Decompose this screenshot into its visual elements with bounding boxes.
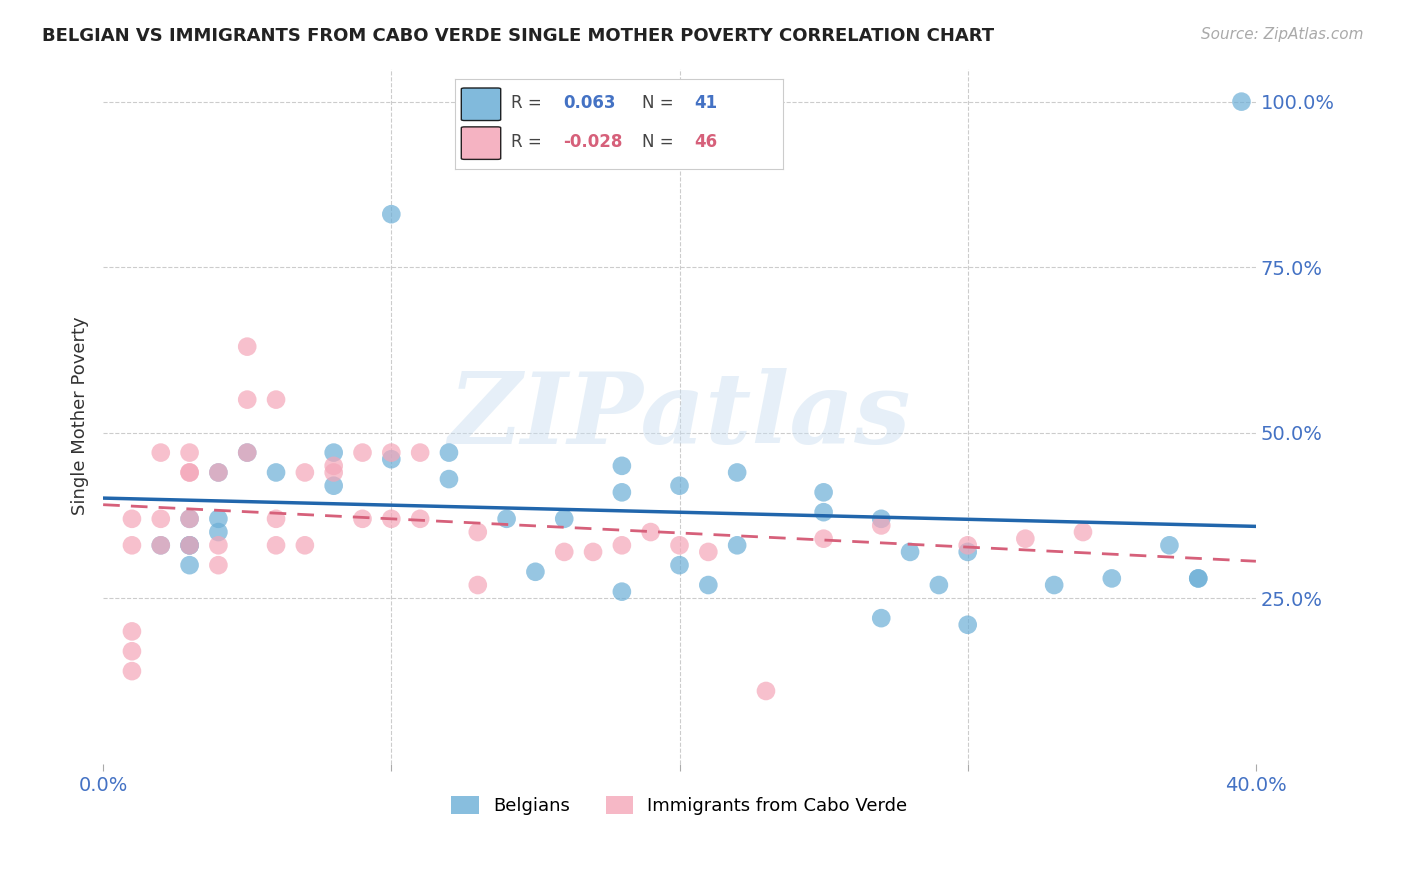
Point: [179, 466, 201, 480]
Point: [179, 512, 201, 526]
Point: [121, 538, 143, 552]
Point: [610, 584, 633, 599]
Point: [121, 512, 143, 526]
Point: [1230, 95, 1253, 109]
Point: [179, 512, 201, 526]
Legend: Belgians, Immigrants from Cabo Verde: Belgians, Immigrants from Cabo Verde: [443, 787, 917, 824]
Point: [668, 538, 690, 552]
Point: [813, 485, 835, 500]
Point: [264, 466, 287, 480]
Point: [380, 512, 402, 526]
Point: [236, 445, 259, 459]
Point: [409, 512, 432, 526]
Point: [813, 505, 835, 519]
Point: [179, 445, 201, 459]
Point: [264, 538, 287, 552]
Point: [755, 684, 778, 698]
Point: [610, 538, 633, 552]
Point: [207, 466, 229, 480]
Point: [870, 512, 893, 526]
Point: [495, 512, 517, 526]
Point: [898, 545, 921, 559]
Point: [352, 445, 374, 459]
Point: [179, 538, 201, 552]
Text: Source: ZipAtlas.com: Source: ZipAtlas.com: [1201, 27, 1364, 42]
Point: [553, 545, 575, 559]
Point: [697, 578, 720, 592]
Point: [179, 558, 201, 573]
Point: [322, 479, 344, 493]
Point: [725, 466, 748, 480]
Point: [553, 512, 575, 526]
Point: [380, 452, 402, 467]
Point: [467, 524, 489, 539]
Point: [1071, 524, 1094, 539]
Point: [121, 624, 143, 639]
Point: [437, 445, 460, 459]
Point: [870, 611, 893, 625]
Point: [207, 466, 229, 480]
Point: [121, 644, 143, 658]
Point: [1187, 571, 1209, 585]
Point: [668, 479, 690, 493]
Point: [264, 512, 287, 526]
Point: [294, 538, 316, 552]
Point: [179, 538, 201, 552]
Point: [380, 445, 402, 459]
Point: [179, 538, 201, 552]
Y-axis label: Single Mother Poverty: Single Mother Poverty: [72, 317, 89, 516]
Point: [928, 578, 950, 592]
Point: [294, 466, 316, 480]
Point: [149, 538, 172, 552]
Point: [956, 538, 979, 552]
Point: [149, 512, 172, 526]
Point: [610, 485, 633, 500]
Point: [179, 466, 201, 480]
Point: [956, 545, 979, 559]
Point: [1187, 571, 1209, 585]
Point: [437, 472, 460, 486]
Point: [352, 512, 374, 526]
Point: [668, 558, 690, 573]
Point: [697, 545, 720, 559]
Point: [1101, 571, 1123, 585]
Text: BELGIAN VS IMMIGRANTS FROM CABO VERDE SINGLE MOTHER POVERTY CORRELATION CHART: BELGIAN VS IMMIGRANTS FROM CABO VERDE SI…: [42, 27, 994, 45]
Point: [1043, 578, 1066, 592]
Text: ZIPatlas: ZIPatlas: [449, 368, 911, 465]
Point: [121, 664, 143, 678]
Point: [640, 524, 662, 539]
Point: [236, 392, 259, 407]
Point: [149, 538, 172, 552]
Point: [380, 207, 402, 221]
Point: [582, 545, 605, 559]
Point: [236, 445, 259, 459]
Point: [1014, 532, 1036, 546]
Point: [467, 578, 489, 592]
Point: [207, 512, 229, 526]
Point: [322, 445, 344, 459]
Point: [1159, 538, 1181, 552]
Point: [264, 392, 287, 407]
Point: [207, 524, 229, 539]
Point: [207, 558, 229, 573]
Point: [409, 445, 432, 459]
Point: [956, 617, 979, 632]
Point: [207, 538, 229, 552]
Point: [149, 445, 172, 459]
Point: [610, 458, 633, 473]
Point: [322, 466, 344, 480]
Point: [725, 538, 748, 552]
Point: [322, 458, 344, 473]
Point: [524, 565, 547, 579]
Point: [236, 340, 259, 354]
Point: [870, 518, 893, 533]
Point: [813, 532, 835, 546]
